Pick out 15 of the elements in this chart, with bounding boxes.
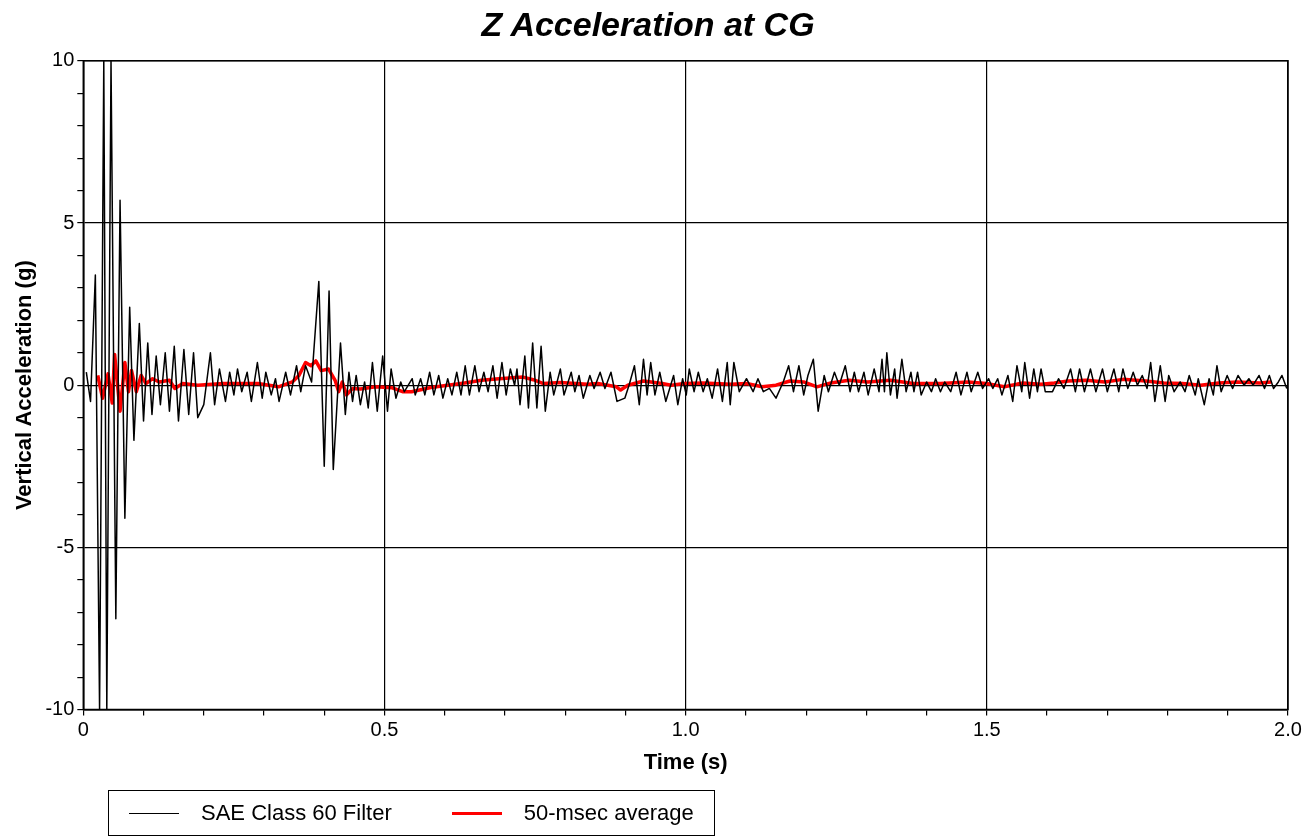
x-axis-title: Time (s) <box>643 748 728 774</box>
y-tick-label: -10 <box>45 697 75 720</box>
y-axis-title: Vertical Acceleration (g) <box>11 260 37 511</box>
x-tick-label: 1.5 <box>972 718 1001 741</box>
x-tick-label: 0.5 <box>370 718 399 741</box>
legend-label: 50-msec average <box>523 800 694 826</box>
y-tick-label: 10 <box>52 48 75 71</box>
y-tick-label: -5 <box>56 534 75 557</box>
x-tick-label: 1.0 <box>671 718 700 741</box>
x-tick-label: 0 <box>77 718 89 741</box>
y-tick-label: 0 <box>63 372 75 395</box>
x-tick-label: 2.0 <box>1274 718 1302 741</box>
y-tick-label: 5 <box>63 210 75 233</box>
chart-title: Z Acceleration at CG <box>480 4 815 43</box>
legend-label: SAE Class 60 Filter <box>201 800 392 826</box>
